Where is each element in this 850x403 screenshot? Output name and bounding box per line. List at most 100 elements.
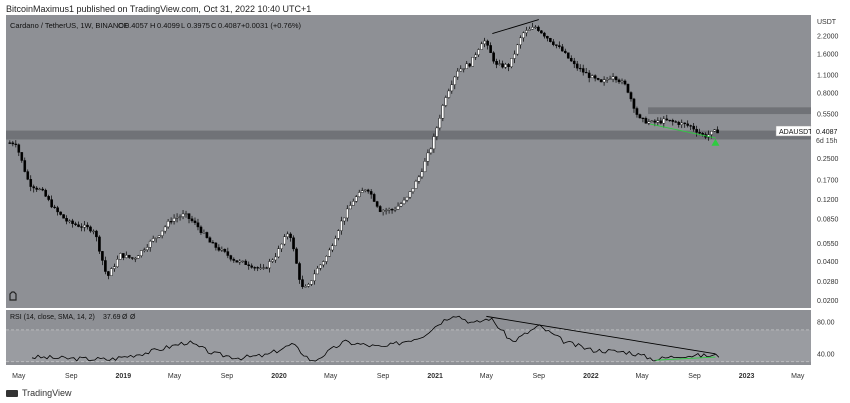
candle-body <box>599 79 603 83</box>
open-label: O <box>118 21 124 30</box>
candle-body <box>420 171 424 178</box>
candle-body <box>558 45 561 47</box>
candle-body <box>680 122 684 125</box>
candle-body <box>495 61 498 65</box>
candle-body <box>534 26 537 29</box>
candle-body <box>29 179 33 187</box>
candle-body <box>689 125 692 127</box>
candle-body <box>20 152 24 161</box>
price-unit: USDT <box>817 19 837 26</box>
candle-body <box>513 53 516 59</box>
candle-body <box>384 209 388 212</box>
candle-body <box>74 223 77 225</box>
ticker-label: ADAUSDT <box>779 129 813 136</box>
candle-body <box>235 260 239 263</box>
candle-body <box>528 28 531 31</box>
candle-body <box>50 199 53 208</box>
countdown: 6d 15h <box>816 138 838 145</box>
candle-body <box>166 221 170 228</box>
candle-body <box>331 245 334 251</box>
price-tick-label: 0.0850 <box>817 217 839 224</box>
price-tick-label: 1.6000 <box>817 51 839 58</box>
candle-body <box>286 233 289 237</box>
candle-body <box>148 241 152 248</box>
candle-body <box>456 70 460 78</box>
rsi-band <box>6 329 811 362</box>
candle-body <box>83 224 86 228</box>
candle-body <box>184 213 188 215</box>
candle-body <box>226 251 230 256</box>
candle-body <box>572 60 576 65</box>
ohlc-legend: O 0.4057 H 0.4099 L 0.3975 C 0.4087 +0.0… <box>118 21 302 30</box>
candle-body <box>334 238 337 246</box>
candle-body <box>623 80 627 85</box>
candle-body <box>283 236 286 245</box>
candle-body <box>656 120 660 123</box>
candle-body <box>62 214 65 219</box>
zone-0 <box>6 130 811 140</box>
candle-body <box>253 267 257 269</box>
time-tick-label: 2021 <box>427 373 443 380</box>
candle-body <box>662 118 666 124</box>
candle-body <box>501 63 504 68</box>
candle-body <box>405 196 409 201</box>
candle-body <box>584 72 588 74</box>
candle-body <box>453 76 457 85</box>
candle-body <box>480 43 483 50</box>
candle-body <box>292 237 295 250</box>
candle-body <box>587 72 591 78</box>
candle-body <box>130 257 134 259</box>
rsi-extra-1: Ø <box>122 314 128 321</box>
zone-1 <box>648 107 811 115</box>
candle-body <box>26 171 30 180</box>
candle-body <box>232 258 236 261</box>
candle-body <box>566 52 570 59</box>
candle-body <box>716 129 719 134</box>
time-tick-label: Sep <box>221 373 234 380</box>
candle-body <box>432 136 436 150</box>
candle-body <box>569 58 573 62</box>
candle-body <box>408 191 412 198</box>
candle-body <box>540 30 543 34</box>
candle-body <box>698 132 701 134</box>
candle-body <box>465 63 469 69</box>
candle-body <box>169 221 173 223</box>
candle-body <box>268 261 271 269</box>
main-pane-bg <box>6 15 811 308</box>
time-tick-label: Sep <box>377 373 390 380</box>
time-tick-label: 2022 <box>583 373 599 380</box>
trendline-0 <box>492 19 539 35</box>
close-value: 0.4087 <box>218 21 241 30</box>
candle-body <box>274 256 277 261</box>
candle-body <box>32 186 36 189</box>
dino-icon <box>9 291 17 301</box>
candle-body <box>310 280 313 285</box>
chart-overlays <box>492 19 720 146</box>
rsi-value: 37.69 <box>103 314 121 321</box>
candle-body <box>113 266 116 269</box>
candle-body <box>244 260 248 265</box>
candle-body <box>139 250 143 256</box>
candle-body <box>581 68 585 73</box>
candle-body <box>360 190 364 193</box>
candle-body <box>23 160 27 172</box>
candle-body <box>516 44 519 55</box>
candle-body <box>683 122 687 125</box>
candle-body <box>340 220 343 231</box>
symbol-title: Cardano / TetherUS, 1W, BINANCE <box>10 21 129 30</box>
candle-body <box>393 209 397 211</box>
candle-body <box>190 218 194 222</box>
candle-body <box>372 194 376 202</box>
candle-body <box>145 247 149 251</box>
candle-body <box>98 236 101 252</box>
candle-body <box>116 259 119 267</box>
price-tick-label: 2.2000 <box>817 34 839 41</box>
support-resistance-zones <box>6 107 811 140</box>
price-tick-label: 1.1000 <box>817 73 839 80</box>
candle-body <box>492 52 495 62</box>
candle-body <box>381 210 385 212</box>
candle-body <box>44 189 47 197</box>
candle-body <box>154 237 158 239</box>
rsi-indicator <box>6 315 811 363</box>
candle-body <box>677 121 681 125</box>
